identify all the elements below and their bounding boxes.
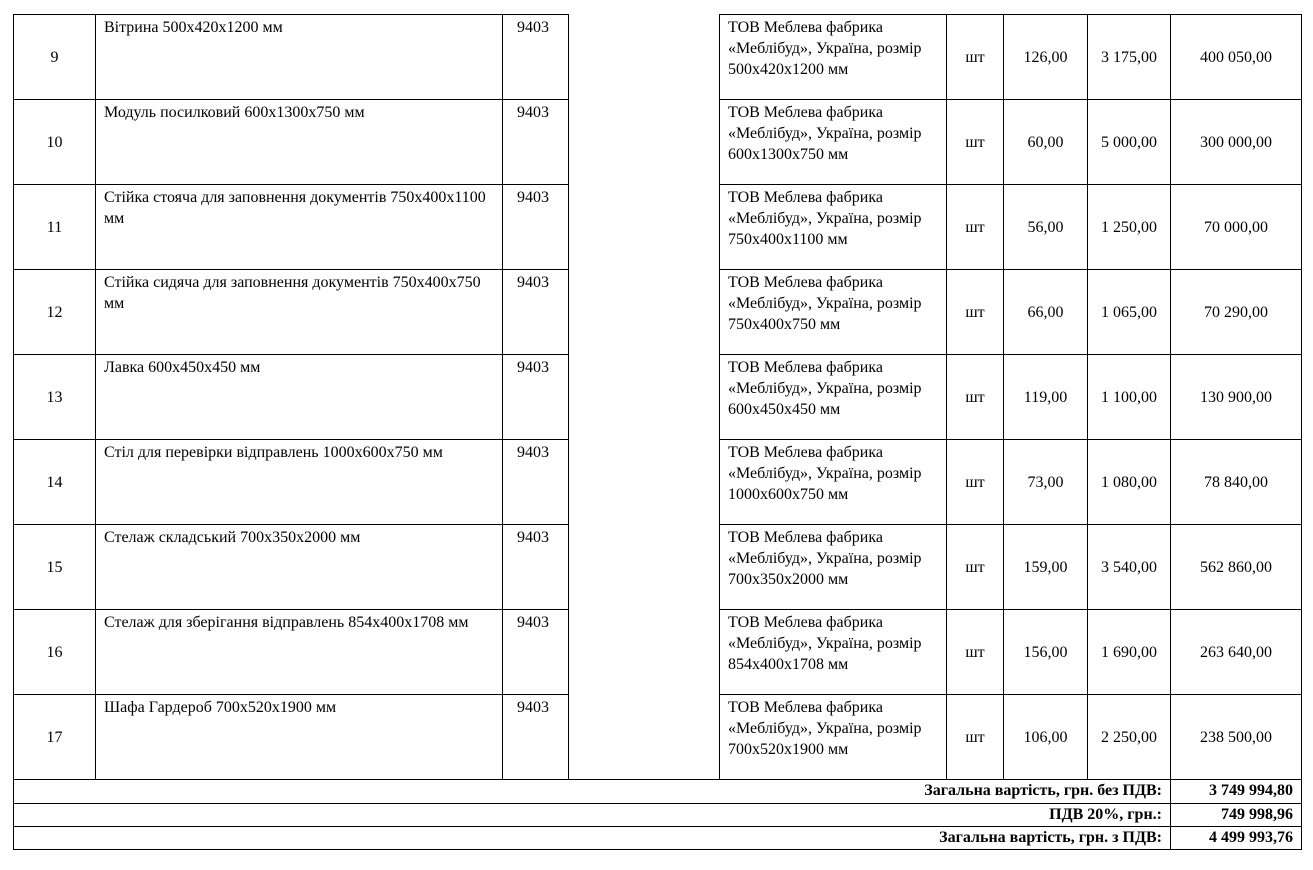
total: 70 290,00	[1170, 269, 1302, 355]
manufacturer: ТОВ Меблева фабрика «Меблібуд», Україна,…	[719, 14, 947, 100]
manufacturer: ТОВ Меблева фабрика «Меблібуд», Україна,…	[719, 184, 947, 270]
manufacturer: ТОВ Меблева фабрика «Меблібуд», Україна,…	[719, 439, 947, 525]
item-name: Стійка стояча для заповнення документів …	[95, 184, 503, 270]
row-number: 11	[13, 184, 96, 270]
price: 2 250,00	[1087, 694, 1171, 780]
total: 130 900,00	[1170, 354, 1302, 440]
code: 9403	[502, 269, 569, 355]
row-number: 13	[13, 354, 96, 440]
quantity: 159,00	[1003, 524, 1088, 610]
price: 1 100,00	[1087, 354, 1171, 440]
price: 1 690,00	[1087, 609, 1171, 695]
total: 263 640,00	[1170, 609, 1302, 695]
row-number: 17	[13, 694, 96, 780]
item-name: Шафа Гардероб 700x520x1900 мм	[95, 694, 503, 780]
total: 562 860,00	[1170, 524, 1302, 610]
row-number: 9	[13, 14, 96, 100]
price: 3 540,00	[1087, 524, 1171, 610]
code: 9403	[502, 354, 569, 440]
total-label: Загальна вартість, грн. з ПДВ:	[13, 826, 1171, 850]
unit: шт	[946, 99, 1004, 185]
unit: шт	[946, 14, 1004, 100]
quantity: 119,00	[1003, 354, 1088, 440]
quantity: 156,00	[1003, 609, 1088, 695]
price: 1 065,00	[1087, 269, 1171, 355]
unit: шт	[946, 184, 1004, 270]
unit: шт	[946, 524, 1004, 610]
row-number: 10	[13, 99, 96, 185]
unit: шт	[946, 354, 1004, 440]
code: 9403	[502, 524, 569, 610]
code: 9403	[502, 184, 569, 270]
row-number: 12	[13, 269, 96, 355]
manufacturer: ТОВ Меблева фабрика «Меблібуд», Україна,…	[719, 524, 947, 610]
code: 9403	[502, 439, 569, 525]
row-number: 15	[13, 524, 96, 610]
code: 9403	[502, 694, 569, 780]
item-name: Стелаж складський 700x350x2000 мм	[95, 524, 503, 610]
total-label: Загальна вартість, грн. без ПДВ:	[13, 779, 1171, 804]
total-value: 4 499 993,76	[1170, 826, 1302, 850]
price: 1 250,00	[1087, 184, 1171, 270]
code: 9403	[502, 14, 569, 100]
total-value: 749 998,96	[1170, 803, 1302, 827]
row-number: 16	[13, 609, 96, 695]
code: 9403	[502, 99, 569, 185]
total: 300 000,00	[1170, 99, 1302, 185]
item-name: Вітрина 500x420x1200 мм	[95, 14, 503, 100]
quantity: 60,00	[1003, 99, 1088, 185]
manufacturer: ТОВ Меблева фабрика «Меблібуд», Україна,…	[719, 354, 947, 440]
total: 238 500,00	[1170, 694, 1302, 780]
item-name: Стійка сидяча для заповнення документів …	[95, 269, 503, 355]
row-number: 14	[13, 439, 96, 525]
manufacturer: ТОВ Меблева фабрика «Меблібуд», Україна,…	[719, 694, 947, 780]
quantity: 66,00	[1003, 269, 1088, 355]
item-name: Лавка 600x450x450 мм	[95, 354, 503, 440]
manufacturer: ТОВ Меблева фабрика «Меблібуд», Україна,…	[719, 99, 947, 185]
total: 400 050,00	[1170, 14, 1302, 100]
quantity: 73,00	[1003, 439, 1088, 525]
quantity: 106,00	[1003, 694, 1088, 780]
total: 78 840,00	[1170, 439, 1302, 525]
total-value: 3 749 994,80	[1170, 779, 1302, 804]
price: 1 080,00	[1087, 439, 1171, 525]
code: 9403	[502, 609, 569, 695]
blank-column	[568, 14, 720, 780]
unit: шт	[946, 439, 1004, 525]
manufacturer: ТОВ Меблева фабрика «Меблібуд», Україна,…	[719, 269, 947, 355]
item-name: Модуль посилковий 600x1300x750 мм	[95, 99, 503, 185]
item-name: Стелаж для зберігання відправлень 854x40…	[95, 609, 503, 695]
price: 3 175,00	[1087, 14, 1171, 100]
unit: шт	[946, 609, 1004, 695]
total-label: ПДВ 20%, грн.:	[13, 803, 1171, 827]
unit: шт	[946, 694, 1004, 780]
total: 70 000,00	[1170, 184, 1302, 270]
manufacturer: ТОВ Меблева фабрика «Меблібуд», Україна,…	[719, 609, 947, 695]
quantity: 56,00	[1003, 184, 1088, 270]
price: 5 000,00	[1087, 99, 1171, 185]
item-name: Стіл для перевірки відправлень 1000x600x…	[95, 439, 503, 525]
unit: шт	[946, 269, 1004, 355]
quantity: 126,00	[1003, 14, 1088, 100]
